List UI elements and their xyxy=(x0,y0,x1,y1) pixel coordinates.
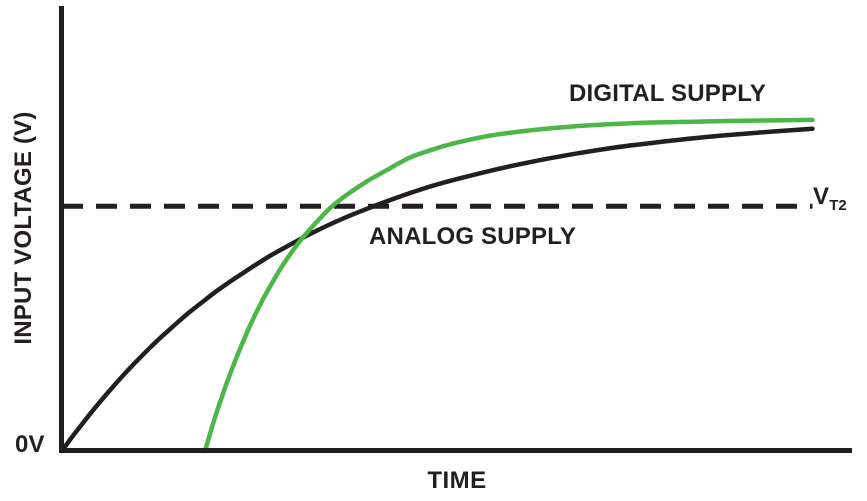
analog-supply-series-label: ANALOG SUPPLY xyxy=(369,223,577,250)
digital-supply-curve xyxy=(202,117,815,454)
origin-zero-volt-label: 0V xyxy=(15,431,45,458)
threshold-symbol: V xyxy=(813,183,830,210)
digital-supply-series-label: DIGITAL SUPPLY xyxy=(569,80,767,107)
y-axis-title: INPUT VOLTAGE (V) xyxy=(10,111,37,345)
analog-supply-curve xyxy=(59,126,815,454)
x-axis-title: TIME xyxy=(427,467,487,494)
threshold-subscript: T2 xyxy=(829,197,847,214)
threshold-vt2-label: VT2 xyxy=(813,183,847,213)
